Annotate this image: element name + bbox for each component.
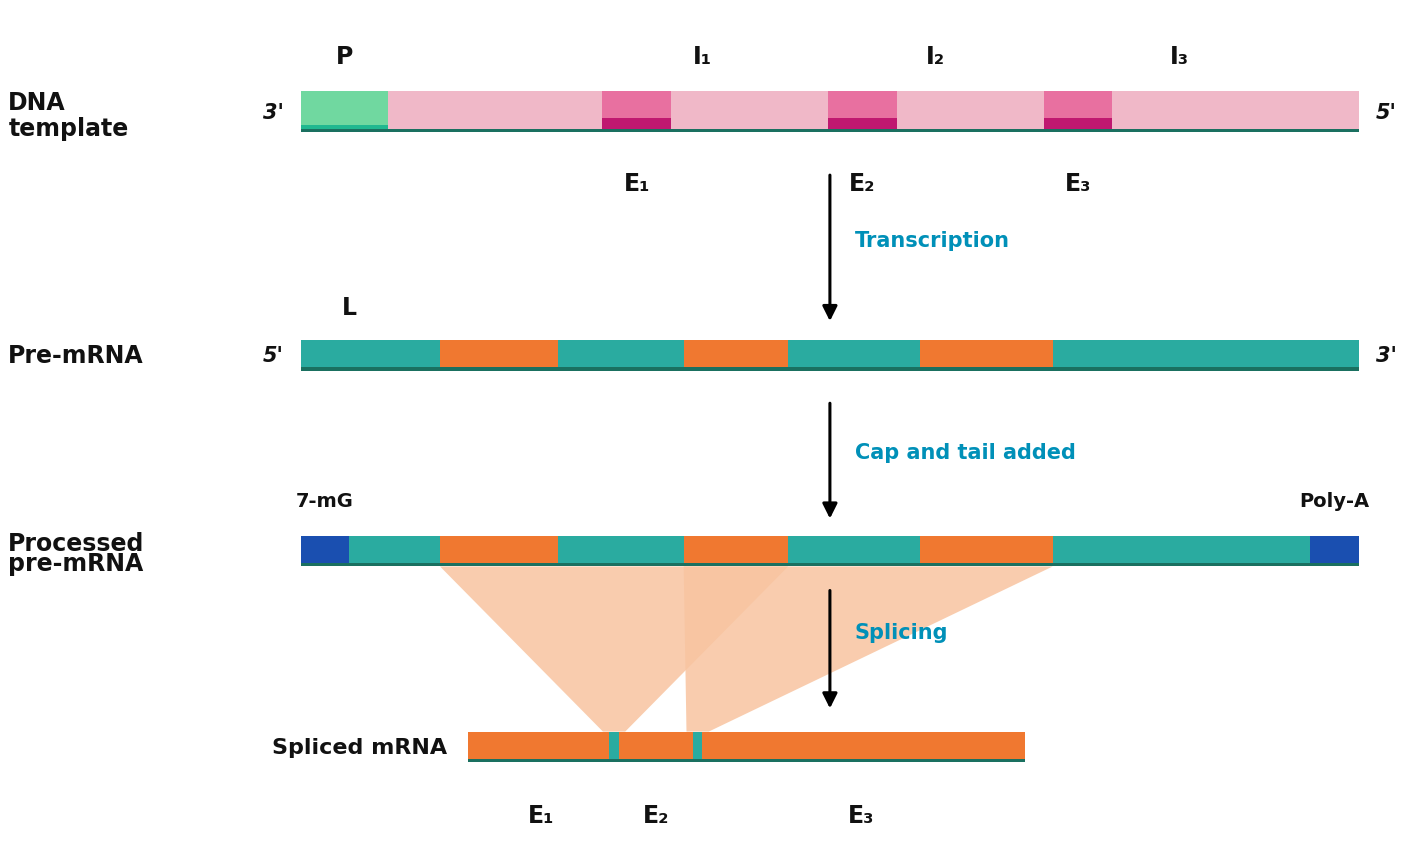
Bar (468, 732, 1025, 763)
Bar (921, 537, 1053, 566)
Text: Pre-mRNA: Pre-mRNA (8, 344, 144, 368)
Bar (301, 126, 387, 133)
Bar (827, 92, 897, 119)
Text: pre-mRNA: pre-mRNA (8, 552, 143, 576)
Bar (603, 119, 672, 133)
Bar (1043, 92, 1112, 119)
Text: E₂: E₂ (642, 804, 669, 827)
Text: P: P (335, 44, 353, 68)
Bar (603, 92, 672, 119)
Text: 7-mG: 7-mG (296, 491, 355, 511)
Bar (301, 92, 387, 133)
Text: E₃: E₃ (848, 804, 875, 827)
Text: Poly-A: Poly-A (1300, 491, 1370, 511)
Polygon shape (684, 566, 1053, 732)
Text: 3': 3' (1375, 346, 1396, 366)
Text: L: L (342, 295, 358, 319)
Text: E₃: E₃ (1066, 171, 1091, 195)
Bar (921, 340, 1053, 371)
Bar (440, 340, 558, 371)
Bar (440, 537, 558, 566)
Text: 5': 5' (264, 346, 285, 366)
Bar (301, 92, 1359, 133)
Text: Transcription: Transcription (855, 230, 1009, 250)
Bar (684, 340, 788, 371)
Text: Cap and tail added: Cap and tail added (855, 443, 1075, 463)
Text: I₃: I₃ (1169, 44, 1189, 68)
Bar (693, 732, 702, 763)
Text: Splicing: Splicing (855, 623, 949, 642)
Bar (301, 537, 1359, 566)
Text: E₂: E₂ (850, 171, 875, 195)
Text: Spliced mRNA: Spliced mRNA (272, 737, 447, 757)
Text: Processed: Processed (8, 531, 144, 556)
Bar (301, 368, 1359, 371)
Bar (301, 130, 1359, 133)
Text: DNA: DNA (8, 90, 66, 114)
Bar (1043, 119, 1112, 133)
Text: E₁: E₁ (527, 804, 554, 827)
Bar (468, 758, 1025, 763)
Bar (301, 340, 1359, 371)
Text: E₁: E₁ (624, 171, 651, 195)
Text: I₂: I₂ (927, 44, 945, 68)
Bar (684, 537, 788, 566)
Bar (1311, 537, 1359, 566)
Polygon shape (440, 566, 788, 732)
Bar (301, 537, 349, 566)
Text: 3': 3' (264, 102, 285, 123)
Text: I₁: I₁ (694, 44, 712, 68)
Text: template: template (8, 117, 129, 141)
Bar (610, 732, 618, 763)
Text: 5': 5' (1375, 102, 1396, 123)
Bar (827, 119, 897, 133)
Bar (301, 563, 1359, 566)
